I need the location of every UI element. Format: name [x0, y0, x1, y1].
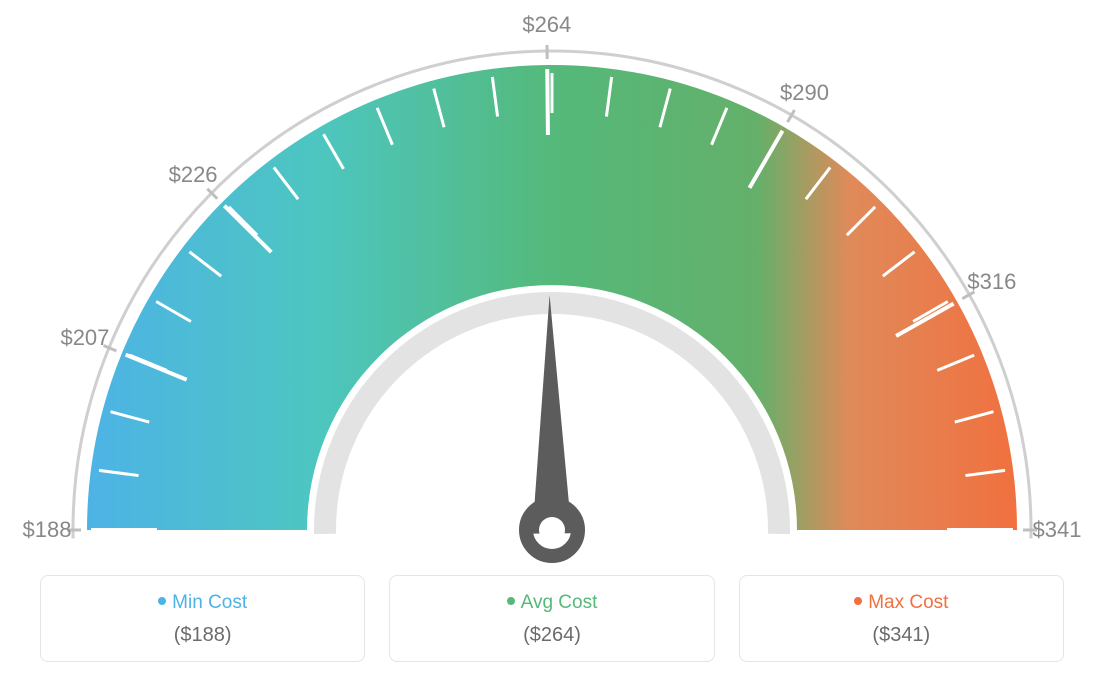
legend-label-min: Min Cost: [51, 592, 354, 614]
legend-text-min: Min Cost: [172, 592, 247, 613]
gauge-tick-label: $341: [1033, 517, 1082, 543]
legend-label-max: Max Cost: [750, 592, 1053, 614]
legend-card-min: Min Cost ($188): [40, 575, 365, 662]
gauge-tick-label: $226: [169, 162, 218, 188]
legend-dot-avg: [507, 597, 515, 605]
gauge-tick-label: $264: [522, 12, 571, 38]
legend-label-avg: Avg Cost: [400, 592, 703, 614]
legend-value-avg: ($264): [400, 624, 703, 647]
gauge-tick-label: $207: [60, 325, 109, 351]
gauge-tick-label: $316: [967, 269, 1016, 295]
legend-card-max: Max Cost ($341): [739, 575, 1064, 662]
legend-dot-min: [158, 597, 166, 605]
cost-gauge: $188 $207 $226 $264 $290 $316 $341: [0, 0, 1104, 580]
legend-value-min: ($188): [51, 624, 354, 647]
gauge-tick-label: $188: [23, 517, 72, 543]
legend-dot-max: [854, 597, 862, 605]
legend-text-max: Max Cost: [868, 592, 948, 613]
gauge-tick-label: $290: [780, 80, 829, 106]
legend-value-max: ($341): [750, 624, 1053, 647]
legend-row: Min Cost ($188) Avg Cost ($264) Max Cost…: [40, 575, 1064, 662]
legend-text-avg: Avg Cost: [521, 592, 598, 613]
legend-card-avg: Avg Cost ($264): [389, 575, 714, 662]
